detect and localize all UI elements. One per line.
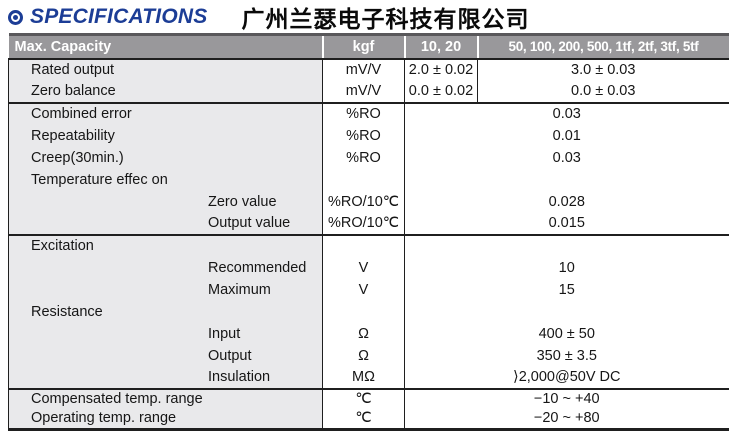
table-row: Compensated temp. range ℃ −10 ~ +40 (8, 388, 729, 409)
spec-value-high-range: 3.0 ± 0.03 (571, 62, 636, 78)
spec-label: Insulation (8, 367, 323, 389)
spec-unit: %RO (322, 125, 405, 147)
spec-unit: mV/V (322, 81, 405, 103)
spec-unit (322, 301, 405, 323)
spec-label: Recommended (8, 257, 323, 279)
spec-value: 0.015 (548, 215, 585, 231)
spec-unit: V (322, 257, 405, 279)
fisheye-bullet-icon (8, 9, 23, 25)
table-row: Combined error %RO 0.03 (8, 102, 729, 125)
spec-label: Creep(30min.) (8, 147, 323, 169)
spec-table-header: Max. Capacity kgf 10, 20 50, 100, 200, 5… (8, 33, 729, 60)
spec-label: Output value (8, 213, 323, 235)
table-row: Temperature effec on (8, 169, 729, 191)
spec-value: 0.03 (552, 149, 581, 166)
table-row: Operating temp. range ℃ −20 ~ +80 (8, 409, 729, 431)
header-row: Max. Capacity kgf 10, 20 50, 100, 200, 5… (8, 33, 729, 60)
spec-label: Combined error (8, 102, 323, 125)
table-row: Output value %RO/10℃ 0.015 (8, 213, 729, 235)
spec-label: Resistance (8, 301, 323, 323)
spec-unit: %RO/10℃ (322, 213, 405, 235)
spec-unit: ℃ (322, 409, 405, 431)
table-row: Input Ω 400 ± 50 (8, 323, 729, 345)
company-name: 广州兰瑟电子科技有限公司 (241, 6, 530, 32)
table-row: Excitation (8, 234, 729, 257)
spec-value: −10 ~ +40 (404, 388, 729, 409)
spec-label: Compensated temp. range (8, 388, 323, 409)
header-range-low: 10, 20 (403, 33, 478, 60)
table-row: Insulation MΩ ⟩2,000@50V DC (8, 367, 729, 389)
spec-value-high-range: 0.0 ± 0.03 (571, 83, 636, 99)
table-row: Resistance (8, 301, 729, 323)
header-capacity: Max. Capacity (8, 33, 323, 60)
spec-unit: %RO (322, 147, 405, 169)
spec-unit (322, 234, 405, 257)
spec-value: −20 ~ +80 (404, 409, 729, 431)
spec-unit: ℃ (322, 388, 405, 409)
table-row: Output Ω 350 ± 3.5 (8, 345, 729, 367)
spec-table-body: Rated output mV/V 2.0 ± 0.02 3.0 ± 0.03 Zero… (8, 59, 729, 431)
table-row: Rated output mV/V 2.0 ± 0.02 3.0 ± 0.03 (8, 59, 729, 81)
page-title: SPECIFICATIONS (30, 5, 208, 28)
spec-unit: %RO (322, 102, 405, 125)
spec-label: Maximum (8, 279, 323, 301)
spec-value: 0.03 (404, 102, 729, 125)
table-row: Repeatability %RO 0.01 (8, 125, 729, 147)
spec-label: Zero value (8, 191, 323, 213)
spec-unit: Ω (322, 345, 405, 367)
spec-unit: V (322, 279, 405, 301)
spec-value: 15 (558, 281, 575, 298)
table-row: Recommended V 10 (8, 257, 729, 279)
spec-unit (322, 169, 405, 191)
spec-unit: mV/V (322, 59, 405, 81)
spec-value: 350 ± 3.5 (536, 347, 597, 364)
spec-value: 0.01 (552, 127, 581, 144)
header-unit: kgf (321, 33, 405, 60)
spec-value: 0.028 (548, 193, 585, 210)
table-row: Zero value %RO/10℃ 0.028 (8, 191, 729, 213)
spec-label: Repeatability (8, 125, 323, 147)
spec-value: ⟩2,000@50V DC (513, 369, 621, 385)
spec-unit: MΩ (322, 367, 405, 389)
spec-label: Input (8, 323, 323, 345)
spec-value-low-range: 2.0 ± 0.02 (404, 59, 478, 81)
spec-value (405, 169, 729, 191)
spec-label: Excitation (8, 234, 323, 257)
spec-value: 400 ± 50 (538, 325, 595, 342)
spec-label: Output (8, 345, 323, 367)
spec-value-low-range: 0.0 ± 0.02 (404, 81, 478, 103)
header-range-high: 50, 100, 200, 500, 1tf, 2tf, 3tf, 5tf (476, 33, 729, 60)
spec-table: Max. Capacity kgf 10, 20 50, 100, 200, 5… (8, 33, 729, 431)
spec-label: Operating temp. range (8, 409, 323, 431)
spec-label: Temperature effec on (8, 169, 323, 191)
spec-label: Zero balance (8, 81, 323, 103)
spec-unit: Ω (322, 323, 405, 345)
table-row: Maximum V 15 (8, 279, 729, 301)
spec-label: Rated output (8, 59, 323, 81)
table-row: Creep(30min.) %RO 0.03 (8, 147, 729, 169)
table-row: Zero balance mV/V 0.0 ± 0.02 0.0 ± 0.03 (8, 81, 729, 103)
spec-value: 10 (558, 259, 575, 276)
spec-value (404, 234, 729, 257)
title-bar: SPECIFICATIONS 广州兰瑟电子科技有限公司 (8, 3, 530, 32)
spec-unit: %RO/10℃ (322, 191, 405, 213)
spec-value (405, 301, 729, 323)
